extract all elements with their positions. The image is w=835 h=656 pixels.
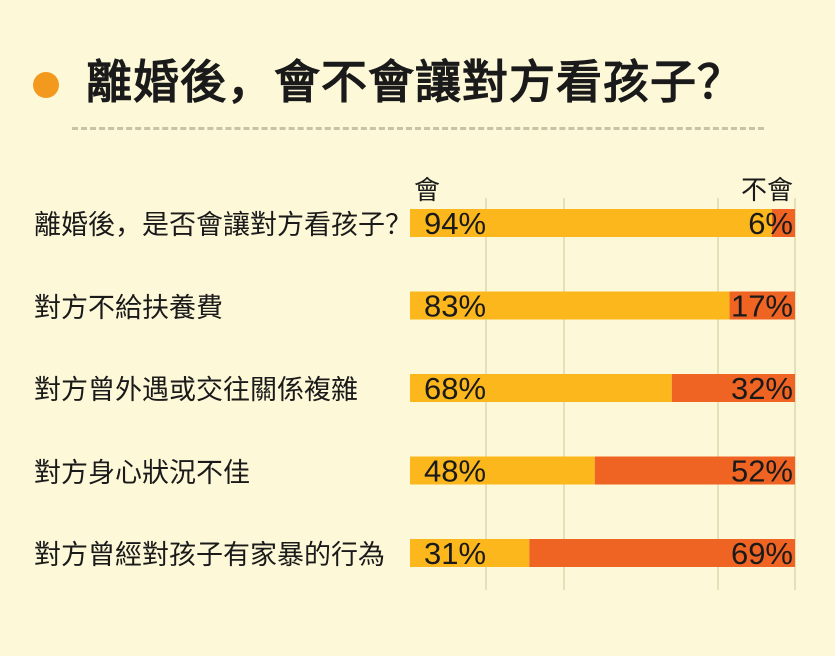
data-label-no: 32% [731, 371, 793, 406]
data-label-no: 69% [731, 536, 793, 571]
legend-no-label: 不會 [740, 176, 793, 206]
data-label-yes: 31% [424, 536, 486, 571]
title-bullet-dot [33, 72, 59, 98]
category-label: 離婚後，是否會讓對方看孩子？ [34, 210, 412, 241]
category-label: 對方身心狀況不佳 [34, 457, 250, 489]
category-label: 對方曾外遇或交往關係複雜 [34, 375, 358, 406]
data-label-no: 52% [731, 454, 793, 489]
bar-yes [410, 374, 672, 402]
bar-yes [410, 209, 772, 237]
category-label: 對方不給扶養費 [34, 292, 223, 324]
bar-yes [410, 539, 530, 567]
bar-no [771, 209, 795, 237]
data-label-yes: 83% [424, 289, 486, 324]
data-label-yes: 94% [424, 206, 486, 241]
bar-no [529, 539, 795, 567]
data-label-yes: 68% [424, 371, 486, 406]
title-divider [72, 127, 764, 130]
legend-yes-label: 會 [414, 176, 441, 206]
bar-yes [410, 456, 595, 485]
bar-no [594, 456, 795, 485]
data-label-yes: 48% [424, 454, 486, 489]
data-label-no: 6% [748, 206, 793, 241]
data-label-no: 17% [731, 289, 793, 324]
bar-yes [410, 291, 730, 320]
page-title: 離婚後，會不會讓對方看孩子？ [86, 55, 744, 109]
bar-no [729, 291, 795, 320]
category-label: 對方曾經對孩子有家暴的行為 [34, 540, 385, 571]
bar-no [671, 374, 795, 402]
